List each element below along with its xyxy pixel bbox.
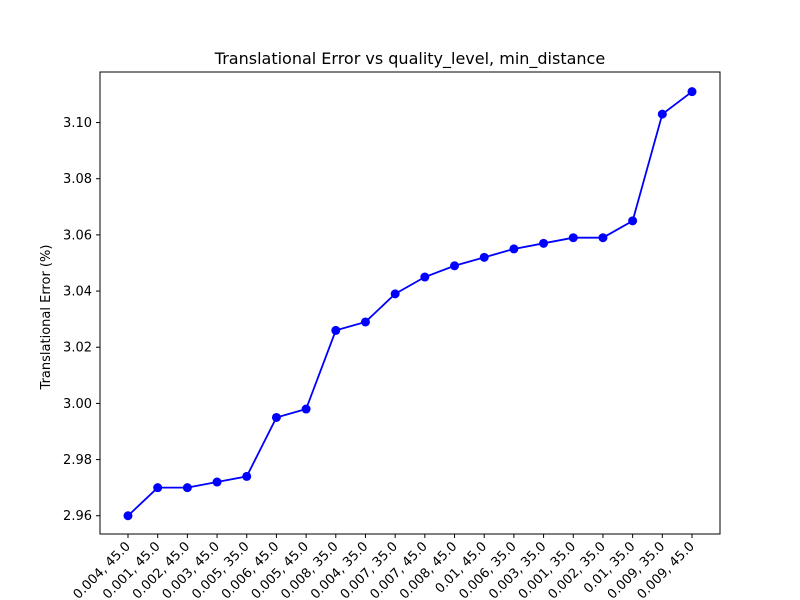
data-point	[242, 471, 252, 481]
data-point	[182, 483, 192, 493]
y-tick-label: 2.96	[63, 509, 92, 524]
data-point	[360, 317, 370, 327]
data-point	[390, 289, 400, 299]
data-point	[539, 238, 549, 248]
y-tick-label: 3.10	[63, 116, 92, 131]
data-point	[450, 261, 460, 271]
data-point	[479, 252, 489, 262]
series-line	[127, 90, 693, 517]
data-point	[123, 511, 133, 521]
y-tick-label: 3.02	[63, 341, 92, 356]
data-point	[598, 233, 608, 243]
data-point	[628, 216, 638, 226]
data-point	[420, 272, 430, 282]
y-tick-label: 3.08	[63, 172, 92, 187]
y-tick-label: 3.06	[63, 228, 92, 243]
data-point	[331, 325, 341, 335]
data-point	[153, 483, 163, 493]
chart-title: Translational Error vs quality_level, mi…	[214, 49, 605, 69]
data-point	[271, 412, 281, 422]
data-point	[212, 477, 222, 487]
y-tick-label: 3.00	[63, 397, 92, 412]
x-ticks: 0.004, 45.00.001, 45.00.002, 45.00.003, …	[71, 534, 698, 600]
data-point	[657, 109, 667, 119]
y-axis-label: Translational Error (%)	[39, 245, 54, 391]
data-point	[509, 244, 519, 254]
y-ticks: 2.96 2.98 3.00 3.02 3.04 3.06 3.08 3.10	[63, 116, 100, 524]
y-tick-label: 2.98	[63, 453, 92, 468]
data-point	[301, 404, 311, 414]
y-tick-label: 3.04	[63, 285, 92, 300]
data-points	[123, 87, 697, 521]
data-point	[568, 233, 578, 243]
plot-frame	[99, 71, 721, 535]
data-point	[687, 87, 697, 97]
